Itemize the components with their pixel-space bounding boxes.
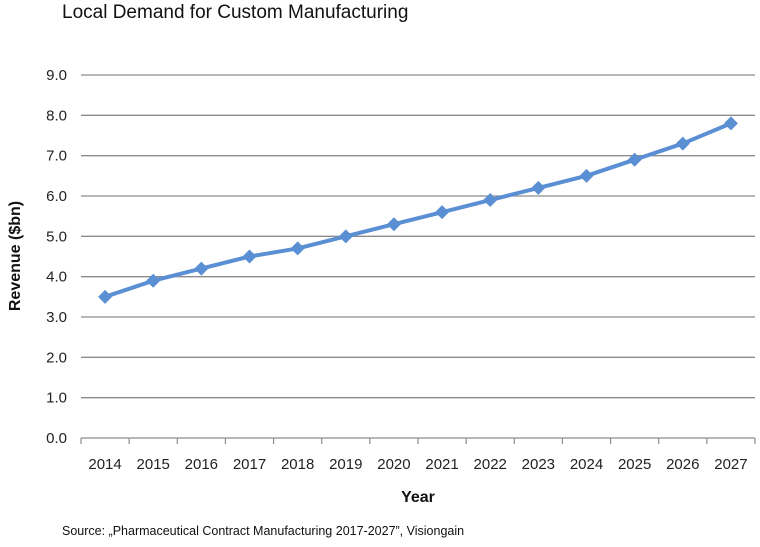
data-point-marker: [242, 249, 257, 264]
data-point-marker: [146, 273, 161, 288]
x-tick-label: 2025: [618, 456, 651, 473]
series-line: [103, 121, 733, 299]
data-point-marker: [386, 217, 401, 232]
data-point-marker: [531, 180, 546, 195]
data-point-marker: [675, 136, 690, 151]
x-axis-title: Year: [401, 489, 435, 506]
x-tick-label: 2020: [377, 456, 410, 473]
y-axis-title: Revenue ($bn): [7, 201, 24, 311]
x-tick-label: 2023: [522, 456, 555, 473]
x-tick-label: 2027: [714, 456, 747, 473]
chart-title: Local Demand for Custom Manufacturing: [62, 2, 409, 23]
y-tick-label: 0.0: [46, 430, 67, 447]
data-point-marker: [435, 205, 450, 220]
data-point-marker: [98, 289, 113, 304]
y-tick-label: 6.0: [46, 188, 67, 205]
y-tick-label: 9.0: [46, 67, 67, 84]
y-tick-label: 3.0: [46, 309, 67, 326]
y-tick-label: 4.0: [46, 269, 67, 286]
gridlines: [80, 74, 756, 444]
x-tick-label: 2015: [137, 456, 170, 473]
data-point-marker: [338, 229, 353, 244]
x-tick-label: 2024: [570, 456, 603, 473]
y-tick-label: 2.0: [46, 349, 67, 366]
y-tick-label: 5.0: [46, 228, 67, 245]
y-tick-label: 8.0: [46, 107, 67, 124]
x-tick-label: 2018: [281, 456, 314, 473]
x-tick-label: 2017: [233, 456, 266, 473]
x-tick-labels: 2014 2015 2016 2017 2018 2019 2020 2021 2022 2023…: [88, 456, 747, 473]
data-point-marker: [194, 261, 209, 276]
y-tick-labels: 0.0 1.0 2.0 3.0 4.0 5.0 6.0 7.0 8.0 9.0: [46, 67, 67, 447]
data-point-marker: [579, 168, 594, 183]
x-tick-label: 2021: [425, 456, 458, 473]
data-point-marker: [627, 152, 642, 167]
x-tick-label: 2016: [185, 456, 218, 473]
x-tick-label: 2022: [474, 456, 507, 473]
source-note: Source: „Pharmaceutical Contract Manufac…: [62, 524, 465, 538]
x-tick-label: 2014: [88, 456, 121, 473]
data-point-marker: [290, 241, 305, 256]
x-tick-label: 2019: [329, 456, 362, 473]
series-group: [98, 116, 738, 304]
data-point-marker: [723, 116, 738, 131]
y-tick-label: 7.0: [46, 148, 67, 165]
y-tick-label: 1.0: [46, 390, 67, 407]
data-point-marker: [483, 193, 498, 208]
x-tick-label: 2026: [666, 456, 699, 473]
